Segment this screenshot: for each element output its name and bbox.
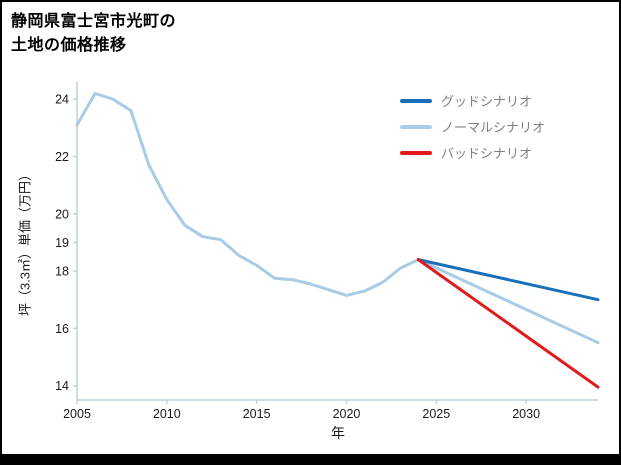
x-axis-label: 年 xyxy=(331,425,345,441)
y-tick-label: 20 xyxy=(55,207,69,221)
legend-label: グッドシナリオ xyxy=(441,94,533,109)
x-tick-label: 2020 xyxy=(333,407,361,421)
legend-label: バッドシナリオ xyxy=(441,146,533,161)
legend-item-normal-scenario: ノーマルシナリオ xyxy=(400,118,545,135)
y-tick-label: 19 xyxy=(55,236,69,250)
y-tick-label: 14 xyxy=(55,379,69,393)
series-line-ノーマルシナリオ xyxy=(416,258,600,345)
y-tick-label: 24 xyxy=(55,93,69,107)
legend-item-good-scenario: グッドシナリオ xyxy=(400,92,545,109)
x-tick-label: 2005 xyxy=(63,407,91,421)
legend-item-bad-scenario: バッドシナリオ xyxy=(400,144,545,161)
x-tick-label: 2025 xyxy=(422,407,450,421)
series-line-グッドシナリオ xyxy=(416,258,600,302)
chart-legend: グッドシナリオ ノーマルシナリオ バッドシナリオ xyxy=(400,92,545,161)
x-tick-label: 2015 xyxy=(243,407,271,421)
legend-label: ノーマルシナリオ xyxy=(441,120,546,135)
bottom-bar xyxy=(2,454,619,463)
normal-scenario-line-swatch xyxy=(400,124,432,129)
page-title: 静岡県富士宮市光町の 土地の価格推移 xyxy=(11,10,176,58)
series-line-バッドシナリオ xyxy=(416,258,600,389)
page-title-line2: 土地の価格推移 xyxy=(11,37,127,54)
y-tick-label: 22 xyxy=(55,150,69,164)
page-title-line1: 静岡県富士宮市光町の xyxy=(11,13,177,30)
y-tick-label: 16 xyxy=(55,322,69,336)
x-tick-label: 2030 xyxy=(512,407,540,421)
series-line-実績推移 xyxy=(75,92,420,297)
bad-scenario-line-swatch xyxy=(400,150,432,155)
x-tick-label: 2010 xyxy=(153,407,181,421)
y-tick-label: 18 xyxy=(55,265,69,279)
y-axis-label: 坪（3.3㎡）単価（万円） xyxy=(17,167,33,317)
good-scenario-line-swatch xyxy=(400,98,432,103)
